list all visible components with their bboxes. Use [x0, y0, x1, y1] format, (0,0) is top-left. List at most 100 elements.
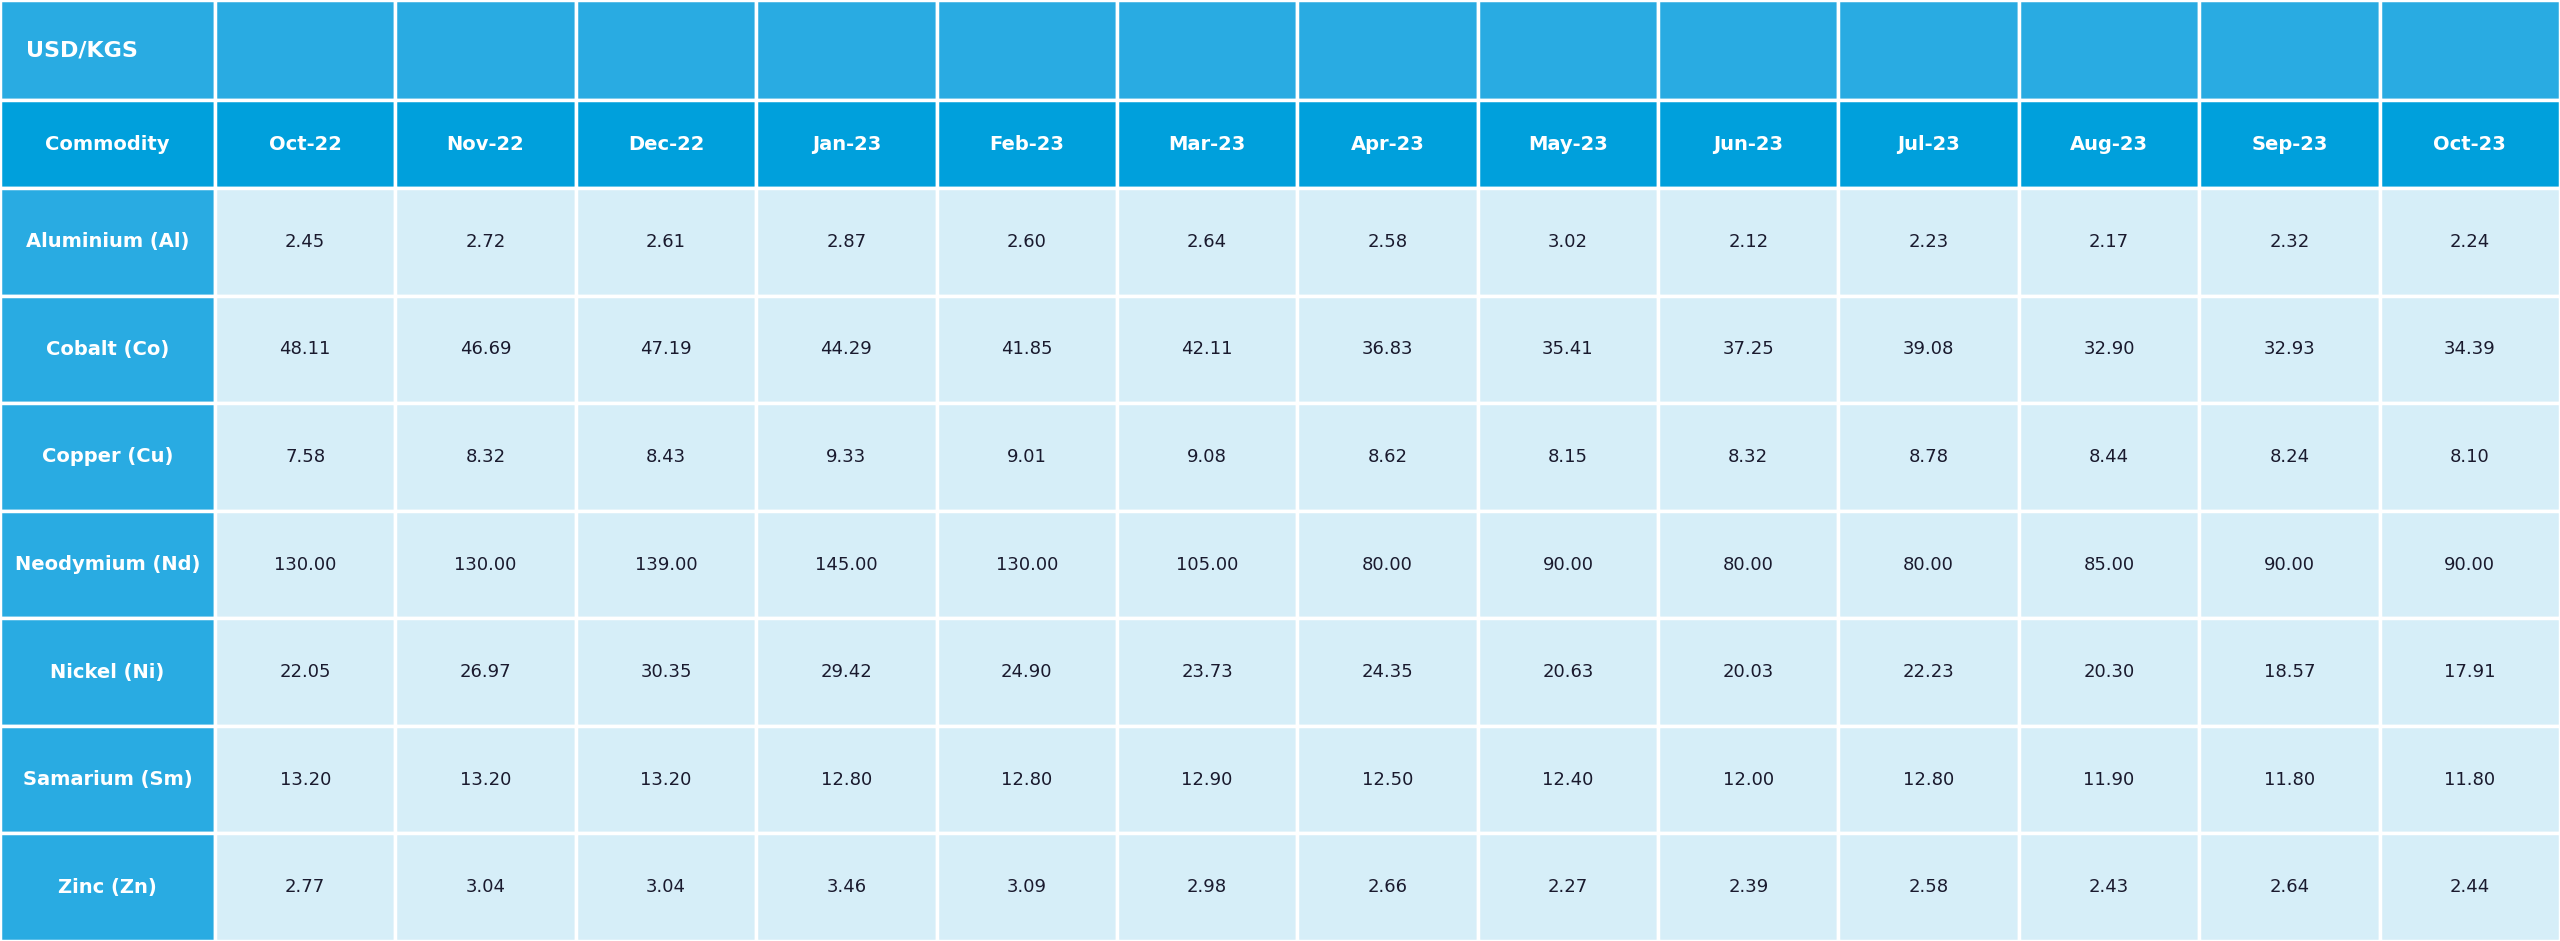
- Text: 130.00: 130.00: [453, 555, 517, 573]
- Bar: [2199, 618, 2381, 726]
- Text: 12.50: 12.50: [1362, 771, 1413, 789]
- Bar: [576, 403, 755, 511]
- Bar: [0, 188, 215, 295]
- Text: 8.32: 8.32: [466, 448, 507, 466]
- Text: 29.42: 29.42: [819, 663, 873, 681]
- Text: 7.58: 7.58: [284, 448, 325, 466]
- Text: 3.04: 3.04: [645, 878, 686, 896]
- Text: 17.91: 17.91: [2445, 663, 2496, 681]
- Text: 8.10: 8.10: [2450, 448, 2491, 466]
- Bar: [755, 0, 937, 100]
- Text: 42.11: 42.11: [1180, 341, 1234, 359]
- Text: 37.25: 37.25: [1723, 341, 1774, 359]
- Text: 90.00: 90.00: [1541, 555, 1592, 573]
- Text: 13.20: 13.20: [279, 771, 330, 789]
- Bar: [2020, 834, 2199, 941]
- Text: Neodymium (Nd): Neodymium (Nd): [15, 555, 200, 574]
- Bar: [1477, 618, 1659, 726]
- Bar: [755, 295, 937, 403]
- Bar: [1298, 403, 1477, 511]
- Text: 2.23: 2.23: [1910, 232, 1948, 251]
- Text: 12.90: 12.90: [1180, 771, 1234, 789]
- Bar: [1659, 403, 1838, 511]
- Bar: [1116, 726, 1298, 834]
- Text: 36.83: 36.83: [1362, 341, 1413, 359]
- Text: 8.78: 8.78: [1910, 448, 1948, 466]
- Bar: [576, 834, 755, 941]
- Bar: [1659, 100, 1838, 188]
- Bar: [2199, 511, 2381, 618]
- Bar: [1116, 295, 1298, 403]
- Text: 44.29: 44.29: [819, 341, 873, 359]
- Text: 9.01: 9.01: [1006, 448, 1047, 466]
- Text: Oct-23: Oct-23: [2435, 135, 2506, 153]
- Bar: [1298, 100, 1477, 188]
- Text: 2.61: 2.61: [645, 232, 686, 251]
- Text: 22.23: 22.23: [1902, 663, 1953, 681]
- Text: 2.45: 2.45: [284, 232, 325, 251]
- Bar: [755, 618, 937, 726]
- Bar: [215, 834, 394, 941]
- Text: 12.00: 12.00: [1723, 771, 1774, 789]
- Text: Aug-23: Aug-23: [2071, 135, 2148, 153]
- Text: 3.46: 3.46: [827, 878, 865, 896]
- Bar: [755, 726, 937, 834]
- Bar: [755, 403, 937, 511]
- Text: Dec-22: Dec-22: [627, 135, 704, 153]
- Bar: [2199, 403, 2381, 511]
- Bar: [215, 511, 394, 618]
- Text: 20.63: 20.63: [1541, 663, 1592, 681]
- Text: 11.80: 11.80: [2445, 771, 2496, 789]
- Text: 3.04: 3.04: [466, 878, 504, 896]
- Bar: [394, 0, 576, 100]
- Text: 41.85: 41.85: [1001, 341, 1052, 359]
- Bar: [0, 726, 215, 834]
- Text: 2.64: 2.64: [2268, 878, 2309, 896]
- Bar: [937, 295, 1116, 403]
- Bar: [937, 834, 1116, 941]
- Text: 2.17: 2.17: [2089, 232, 2130, 251]
- Text: Aluminium (Al): Aluminium (Al): [26, 232, 189, 251]
- Text: 139.00: 139.00: [635, 555, 696, 573]
- Bar: [1116, 100, 1298, 188]
- Text: 130.00: 130.00: [996, 555, 1057, 573]
- Bar: [215, 726, 394, 834]
- Text: 2.66: 2.66: [1367, 878, 1408, 896]
- Bar: [2381, 100, 2560, 188]
- Bar: [937, 188, 1116, 295]
- Text: Nov-22: Nov-22: [445, 135, 525, 153]
- Text: 12.80: 12.80: [1001, 771, 1052, 789]
- Bar: [576, 726, 755, 834]
- Text: 11.90: 11.90: [2084, 771, 2135, 789]
- Bar: [1116, 188, 1298, 295]
- Text: 12.40: 12.40: [1541, 771, 1592, 789]
- Bar: [755, 511, 937, 618]
- Bar: [937, 726, 1116, 834]
- Bar: [937, 511, 1116, 618]
- Bar: [1659, 726, 1838, 834]
- Text: 105.00: 105.00: [1175, 555, 1239, 573]
- Bar: [755, 100, 937, 188]
- Text: 8.24: 8.24: [2268, 448, 2309, 466]
- Text: 13.20: 13.20: [640, 771, 691, 789]
- Bar: [2381, 188, 2560, 295]
- Bar: [1838, 100, 2020, 188]
- Text: Mar-23: Mar-23: [1167, 135, 1247, 153]
- Text: 90.00: 90.00: [2263, 555, 2314, 573]
- Text: 8.62: 8.62: [1367, 448, 1408, 466]
- Bar: [1477, 0, 1659, 100]
- Text: 2.12: 2.12: [1728, 232, 1769, 251]
- Bar: [2381, 726, 2560, 834]
- Bar: [1659, 0, 1838, 100]
- Bar: [215, 403, 394, 511]
- Bar: [1298, 0, 1477, 100]
- Text: 2.27: 2.27: [1549, 878, 1587, 896]
- Bar: [1477, 188, 1659, 295]
- Bar: [1659, 295, 1838, 403]
- Bar: [937, 100, 1116, 188]
- Bar: [1298, 511, 1477, 618]
- Bar: [215, 188, 394, 295]
- Bar: [576, 618, 755, 726]
- Text: 2.60: 2.60: [1006, 232, 1047, 251]
- Bar: [2020, 511, 2199, 618]
